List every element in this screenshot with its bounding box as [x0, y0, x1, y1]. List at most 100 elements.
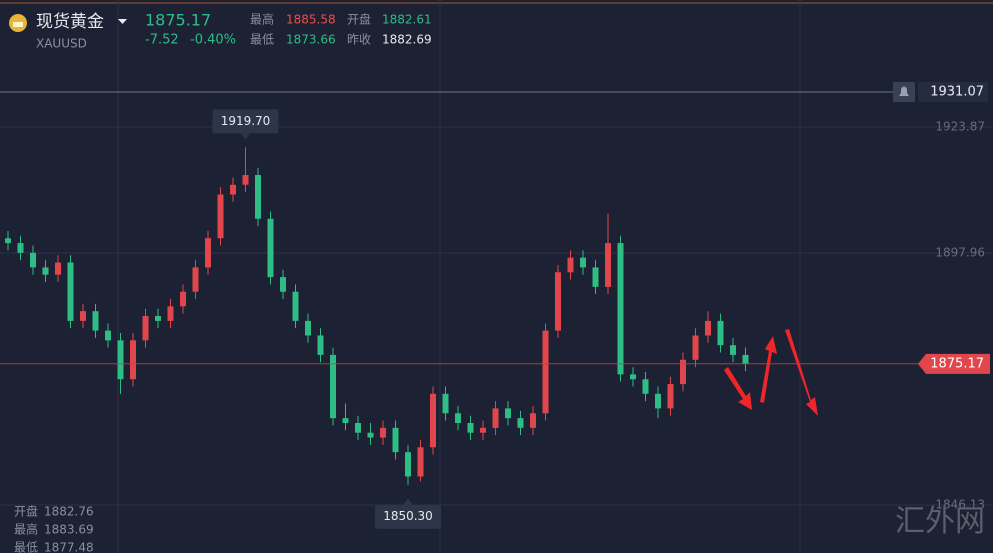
candle-body	[417, 447, 424, 477]
bar-info-label: 开盘	[14, 504, 38, 519]
candle-body	[730, 345, 736, 355]
overlay: 1919.70 1850.30 1931.07 1875.17	[0, 82, 990, 529]
candle-body	[455, 413, 461, 423]
candle-body	[267, 218, 274, 278]
candle-body	[155, 316, 161, 321]
candle-body	[642, 379, 649, 394]
candle-body	[667, 384, 674, 409]
candle-body	[305, 320, 311, 336]
candle-body	[442, 393, 449, 414]
candle-body	[567, 257, 574, 273]
symbol: XAUUSD	[36, 37, 87, 51]
candle-body	[55, 262, 61, 275]
bar-info-value: 1883.69	[44, 523, 94, 537]
stat-value: 1873.66	[286, 33, 336, 47]
arrow	[760, 336, 777, 403]
last-price-box	[918, 353, 990, 374]
max-label-pointer	[240, 133, 251, 140]
candle-body	[655, 393, 661, 409]
gold-icon-bar	[13, 22, 23, 27]
max-label-box	[212, 109, 279, 134]
stat-label: 昨收	[347, 33, 371, 47]
candle-body	[530, 413, 536, 428]
candle-body	[392, 427, 399, 453]
y-tick-label: 1846.13	[935, 498, 985, 512]
candle-body	[280, 277, 286, 292]
arrow	[785, 329, 818, 416]
candle-body	[42, 267, 49, 275]
candle-body	[492, 408, 499, 428]
candle-body	[205, 238, 211, 268]
candle-body	[105, 330, 111, 341]
candle-body	[705, 320, 711, 336]
candles	[5, 147, 749, 485]
candle-body	[617, 243, 624, 375]
change-pct: -0.40%	[190, 33, 236, 48]
candle-body	[217, 194, 224, 239]
arrow	[724, 367, 752, 410]
y-tick-label: 1897.96	[935, 246, 985, 260]
alert-label: 1931.07	[930, 85, 984, 100]
min-label-box	[375, 504, 441, 529]
candle-body	[605, 243, 611, 287]
candle-body	[680, 359, 686, 385]
y-tick-label: 1923.87	[935, 120, 985, 134]
price: 1875.17	[145, 11, 211, 30]
stat-value: 1882.69	[382, 33, 432, 47]
candle-body	[542, 330, 549, 414]
last-price-label: 1875.17	[930, 356, 984, 371]
change: -7.52	[145, 33, 179, 48]
candle-body	[555, 272, 561, 331]
bar-info-label: 最高	[14, 522, 38, 537]
candle-body	[255, 175, 261, 219]
instrument-name[interactable]: 现货黄金	[36, 12, 104, 32]
candle-body	[117, 340, 124, 380]
candle-body	[742, 354, 749, 364]
candle-body	[292, 291, 299, 321]
candle-body	[67, 262, 74, 321]
candle-body	[130, 340, 136, 380]
watermark: 汇外网	[895, 504, 985, 539]
min-label: 1850.30	[383, 509, 433, 523]
candle-body	[5, 238, 11, 244]
candle-body	[192, 267, 199, 292]
alert-bell	[899, 86, 909, 97]
candle-body	[167, 306, 174, 321]
candle-body	[355, 422, 361, 433]
candle-body	[717, 320, 724, 346]
candle-body	[517, 418, 524, 428]
stat-label: 开盘	[347, 12, 371, 27]
stat-label: 最高	[250, 12, 274, 27]
candle-body	[242, 175, 249, 185]
grid: 1923.87 1897.96 1846.13	[0, 120, 993, 512]
candle-body	[467, 422, 474, 433]
candle-body	[342, 418, 349, 423]
stat-value: 1885.58	[286, 13, 336, 27]
alert-label-box	[918, 82, 988, 103]
candle-body	[330, 354, 336, 419]
bar-info-value: 1882.76	[44, 505, 94, 519]
candle-body	[30, 252, 36, 268]
stat-value: 1882.61	[382, 13, 432, 27]
candle-body	[142, 316, 149, 341]
candle-body	[430, 393, 436, 448]
bar-info-value: 1877.48	[44, 541, 94, 553]
candle-body	[180, 291, 186, 307]
min-label-pointer	[403, 498, 413, 505]
dropdown-caret[interactable]	[118, 19, 127, 24]
candle-body	[367, 432, 374, 438]
candle-body	[92, 311, 99, 331]
candle-body	[380, 427, 386, 438]
max-label: 1919.70	[221, 114, 271, 128]
candle-body	[17, 243, 24, 253]
candle-body	[505, 408, 511, 419]
candle-body	[592, 267, 599, 287]
stat-label: 最低	[250, 33, 274, 47]
candle-body	[230, 184, 236, 195]
candle-body	[580, 257, 586, 268]
candle-body	[692, 335, 699, 360]
candle-body	[405, 452, 411, 477]
